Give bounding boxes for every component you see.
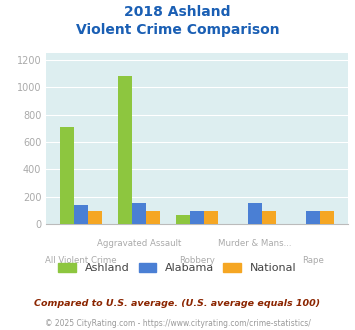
Text: Murder & Mans...: Murder & Mans...	[218, 239, 292, 248]
Text: Compared to U.S. average. (U.S. average equals 100): Compared to U.S. average. (U.S. average …	[34, 299, 321, 308]
Bar	[176, 215, 190, 224]
Bar	[60, 127, 74, 224]
Text: Aggravated Assault: Aggravated Assault	[97, 239, 181, 248]
Bar	[248, 203, 262, 224]
Bar	[88, 211, 102, 224]
Text: 2018 Ashland: 2018 Ashland	[124, 5, 231, 19]
Bar	[146, 211, 160, 224]
Text: Violent Crime Comparison: Violent Crime Comparison	[76, 23, 279, 37]
Bar	[204, 211, 218, 224]
Bar	[118, 76, 132, 224]
Text: Robbery: Robbery	[179, 256, 215, 265]
Text: © 2025 CityRating.com - https://www.cityrating.com/crime-statistics/: © 2025 CityRating.com - https://www.city…	[45, 319, 310, 328]
Bar	[320, 211, 334, 224]
Bar	[132, 203, 146, 224]
Text: Rape: Rape	[302, 256, 324, 265]
Text: All Violent Crime: All Violent Crime	[45, 256, 116, 265]
Bar	[74, 205, 88, 224]
Bar	[306, 211, 320, 224]
Bar	[262, 211, 276, 224]
Legend: Ashland, Alabama, National: Ashland, Alabama, National	[58, 263, 297, 273]
Bar	[190, 211, 204, 224]
